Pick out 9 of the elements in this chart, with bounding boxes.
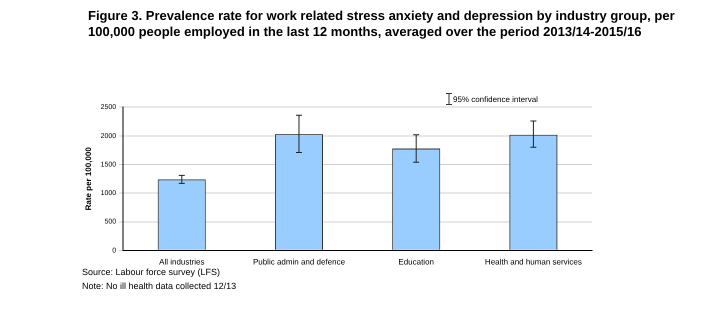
x-tick-label: Health and human services (484, 257, 582, 266)
y-axis-title: Rate per 100,000 (84, 146, 94, 210)
text: Note: No ill health data collected 12/13 (82, 280, 236, 293)
x-tick-label: All industries (159, 257, 204, 266)
x-tick-label: Education (398, 257, 434, 266)
chart-title: Figure 3. Prevalence rate for work related stress anxiety and depression by industry group, per 100,000 people employed in the last 12 months, averaged over the period 2013/14-2015/16 (88, 8, 676, 40)
text: 95% confidence interval (453, 94, 538, 104)
x-tick-label: Public admin and defence (252, 257, 346, 266)
source-note: Source: Labour force survey (LFS) (82, 266, 222, 279)
